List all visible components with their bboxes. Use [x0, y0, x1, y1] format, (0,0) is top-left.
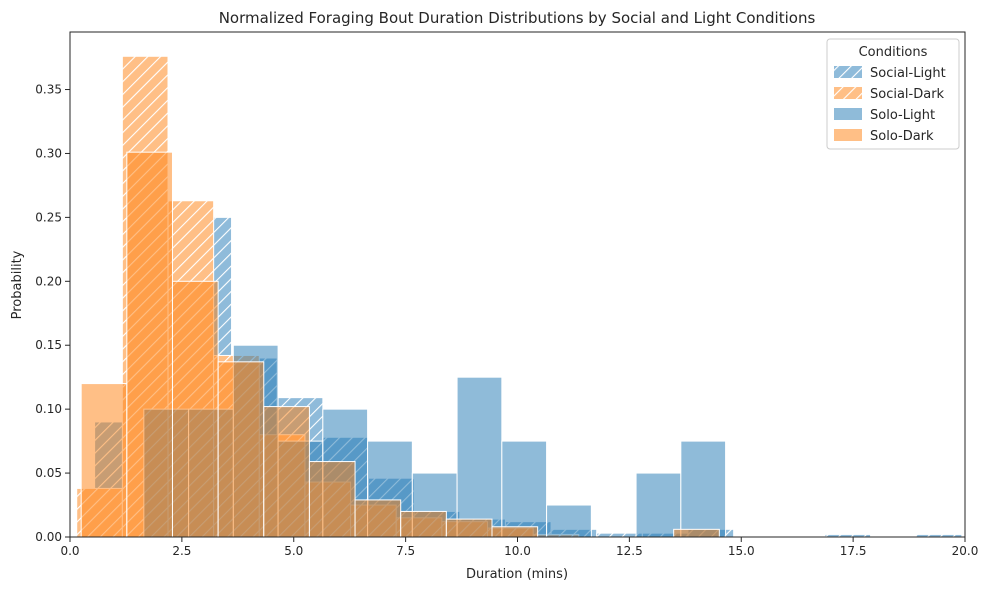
- histogram-bar: [171, 280, 219, 537]
- x-axis-label: Duration (mins): [466, 567, 568, 582]
- histogram-bar: [400, 510, 447, 537]
- y-tick-label: 0.10: [35, 402, 62, 416]
- histogram-bar: [217, 361, 265, 537]
- bars-layer: [76, 55, 963, 537]
- series-solo-dark: [80, 151, 720, 537]
- histogram-bar: [263, 406, 310, 537]
- legend-swatch: [834, 87, 862, 99]
- legend: Conditions Social-Light Social-Dark Solo-L…: [826, 38, 960, 150]
- chart-title: Normalized Foraging Bout Duration Distri…: [219, 9, 816, 27]
- histogram-bar: [915, 533, 963, 537]
- legend-label: Solo-Light: [870, 108, 935, 123]
- histogram-bar: [635, 472, 682, 537]
- histogram-bar: [546, 504, 592, 537]
- y-tick-label: 0.00: [35, 530, 62, 544]
- legend-label: Social-Dark: [870, 87, 945, 102]
- y-tick-label: 0.30: [35, 146, 62, 160]
- x-tick-label: 15.0: [728, 544, 755, 558]
- histogram-bar: [354, 499, 402, 537]
- histogram-bar: [824, 533, 872, 537]
- legend-swatch: [834, 108, 862, 120]
- histogram-bar: [445, 518, 493, 537]
- legend-label: Solo-Dark: [870, 129, 934, 144]
- histogram-bar: [501, 440, 548, 537]
- histogram-bar: [456, 376, 503, 537]
- x-tick-label: 7.5: [396, 544, 415, 558]
- legend-items: Social-Light Social-Dark Solo-Light Solo-Da…: [834, 66, 946, 144]
- histogram-bar: [680, 440, 727, 537]
- x-tick-label: 17.5: [840, 544, 867, 558]
- legend-swatch: [834, 129, 862, 141]
- y-tick-label: 0.35: [35, 83, 62, 97]
- x-tick-label: 10.0: [504, 544, 531, 558]
- histogram-bar: [80, 383, 128, 537]
- x-tick-label: 5.0: [284, 544, 303, 558]
- x-axis-ticks: 0.0 2.5 5.0 7.5 10.0 12.5 15.0 17.5 20.0: [60, 537, 978, 558]
- legend-label: Social-Light: [870, 66, 946, 81]
- legend-swatch: [834, 66, 862, 78]
- y-axis-ticks: 0.00 0.05 0.10 0.15 0.20 0.25 0.30 0.35: [35, 83, 70, 544]
- y-axis-label: Probability: [10, 250, 25, 319]
- y-tick-label: 0.15: [35, 338, 62, 352]
- legend-title: Conditions: [859, 45, 928, 60]
- x-tick-label: 2.5: [172, 544, 191, 558]
- y-tick-label: 0.20: [35, 274, 62, 288]
- y-tick-label: 0.05: [35, 466, 62, 480]
- histogram-bar: [596, 532, 643, 537]
- histogram-bar: [673, 528, 720, 537]
- histogram-bar: [126, 151, 173, 537]
- x-tick-label: 12.5: [616, 544, 643, 558]
- x-tick-label: 0.0: [60, 544, 79, 558]
- histogram-bar: [308, 461, 356, 537]
- histogram-bar: [491, 526, 539, 537]
- x-tick-label: 20.0: [952, 544, 979, 558]
- y-tick-label: 0.25: [35, 210, 62, 224]
